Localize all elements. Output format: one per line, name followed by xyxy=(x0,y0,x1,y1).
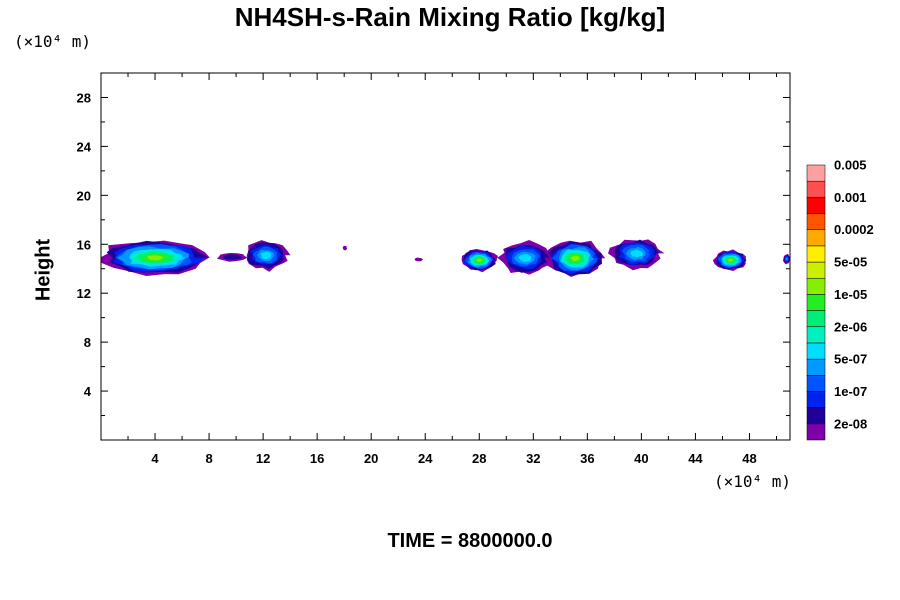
x-tick-label: 8 xyxy=(205,451,212,466)
contour-level xyxy=(147,255,164,261)
colorbar-label: 0.001 xyxy=(834,190,867,205)
colorbar-label: 0.005 xyxy=(834,158,867,173)
contour-level xyxy=(414,257,423,262)
colorbar-swatch xyxy=(806,213,826,230)
colorbar-swatch xyxy=(806,310,826,328)
x-axis-unit: (×10⁴ m) xyxy=(714,472,792,491)
colorbar-swatch xyxy=(806,358,826,376)
contour-blob xyxy=(608,239,665,271)
colorbar-swatch xyxy=(806,277,826,295)
colorbar-swatch xyxy=(806,197,826,214)
y-tick-label: 24 xyxy=(77,139,92,154)
contour-level xyxy=(342,245,347,251)
plot-frame xyxy=(100,72,791,441)
colorbar: 2e-08 1e-07 5e-07 2e-06 1e-05 5e-05 0.0002 0.00… xyxy=(806,158,874,441)
contour-blob xyxy=(461,249,498,273)
x-tick-label: 24 xyxy=(418,451,433,466)
y-tick-label: 12 xyxy=(77,286,91,301)
x-tick-label: 20 xyxy=(364,451,378,466)
x-tick-label: 48 xyxy=(742,451,756,466)
contour-blob xyxy=(497,240,555,275)
x-tick-label: 36 xyxy=(580,451,594,466)
colorbar-label: 2e-08 xyxy=(834,416,867,431)
colorbar-swatch xyxy=(806,245,826,263)
colorbar-label: 5e-05 xyxy=(834,255,867,270)
time-label: TIME = 8800000.0 xyxy=(387,530,553,552)
colorbar-swatch xyxy=(806,164,826,182)
contour-level xyxy=(570,255,580,262)
colorbar-swatch xyxy=(806,423,826,441)
y-axis: 4 8 12 16 20 24 28 xyxy=(77,90,790,417)
colorbar-swatch xyxy=(806,391,826,408)
colorbar-label: 1e-05 xyxy=(834,287,867,302)
y-axis-unit: (×10⁴ m) xyxy=(14,32,92,51)
contour-level xyxy=(223,254,243,260)
contour-blob xyxy=(712,249,747,271)
contour-blob xyxy=(342,245,347,251)
colorbar-swatch xyxy=(806,294,826,311)
contour-blob xyxy=(216,253,249,262)
colorbar-swatch xyxy=(806,229,826,247)
colorbar-label: 5e-07 xyxy=(834,352,867,367)
contour-field xyxy=(101,239,790,277)
y-tick-label: 28 xyxy=(77,90,91,105)
x-tick-label: 12 xyxy=(256,451,270,466)
y-tick-label: 20 xyxy=(77,188,91,203)
chart-title: NH4SH-s-Rain Mixing Ratio [kg/kg] xyxy=(234,2,666,32)
contour-level xyxy=(785,257,788,261)
contour-blob xyxy=(101,240,210,276)
contour-level xyxy=(260,251,272,260)
contour-blob xyxy=(783,253,790,265)
colorbar-swatch xyxy=(806,375,826,392)
y-tick-label: 8 xyxy=(84,335,91,350)
colorbar-swatch xyxy=(806,261,826,279)
contour-level xyxy=(630,249,644,258)
colorbar-swatch xyxy=(806,326,826,344)
colorbar-label: 2e-06 xyxy=(834,319,867,334)
y-tick-label: 4 xyxy=(84,384,92,399)
colorbar-swatch xyxy=(806,180,826,198)
x-tick-label: 40 xyxy=(634,451,648,466)
y-tick-label: 16 xyxy=(77,237,91,252)
colorbar-label: 1e-07 xyxy=(834,384,867,399)
contour-blob xyxy=(246,240,291,272)
contour-level xyxy=(518,253,532,262)
x-tick-label: 44 xyxy=(688,451,703,466)
x-tick-label: 32 xyxy=(526,451,540,466)
colorbar-swatch xyxy=(806,342,826,360)
contour-blob xyxy=(544,240,606,277)
x-tick-label: 4 xyxy=(151,451,159,466)
contour-level xyxy=(728,258,734,262)
colorbar-swatch xyxy=(806,407,826,425)
contour-blob xyxy=(414,257,423,262)
x-tick-label: 28 xyxy=(472,451,486,466)
colorbar-label: 0.0002 xyxy=(834,222,874,237)
x-tick-label: 16 xyxy=(310,451,324,466)
x-axis: 4 8 12 16 20 24 28 32 36 40 44 48 xyxy=(127,73,777,466)
contour-level xyxy=(476,258,483,262)
